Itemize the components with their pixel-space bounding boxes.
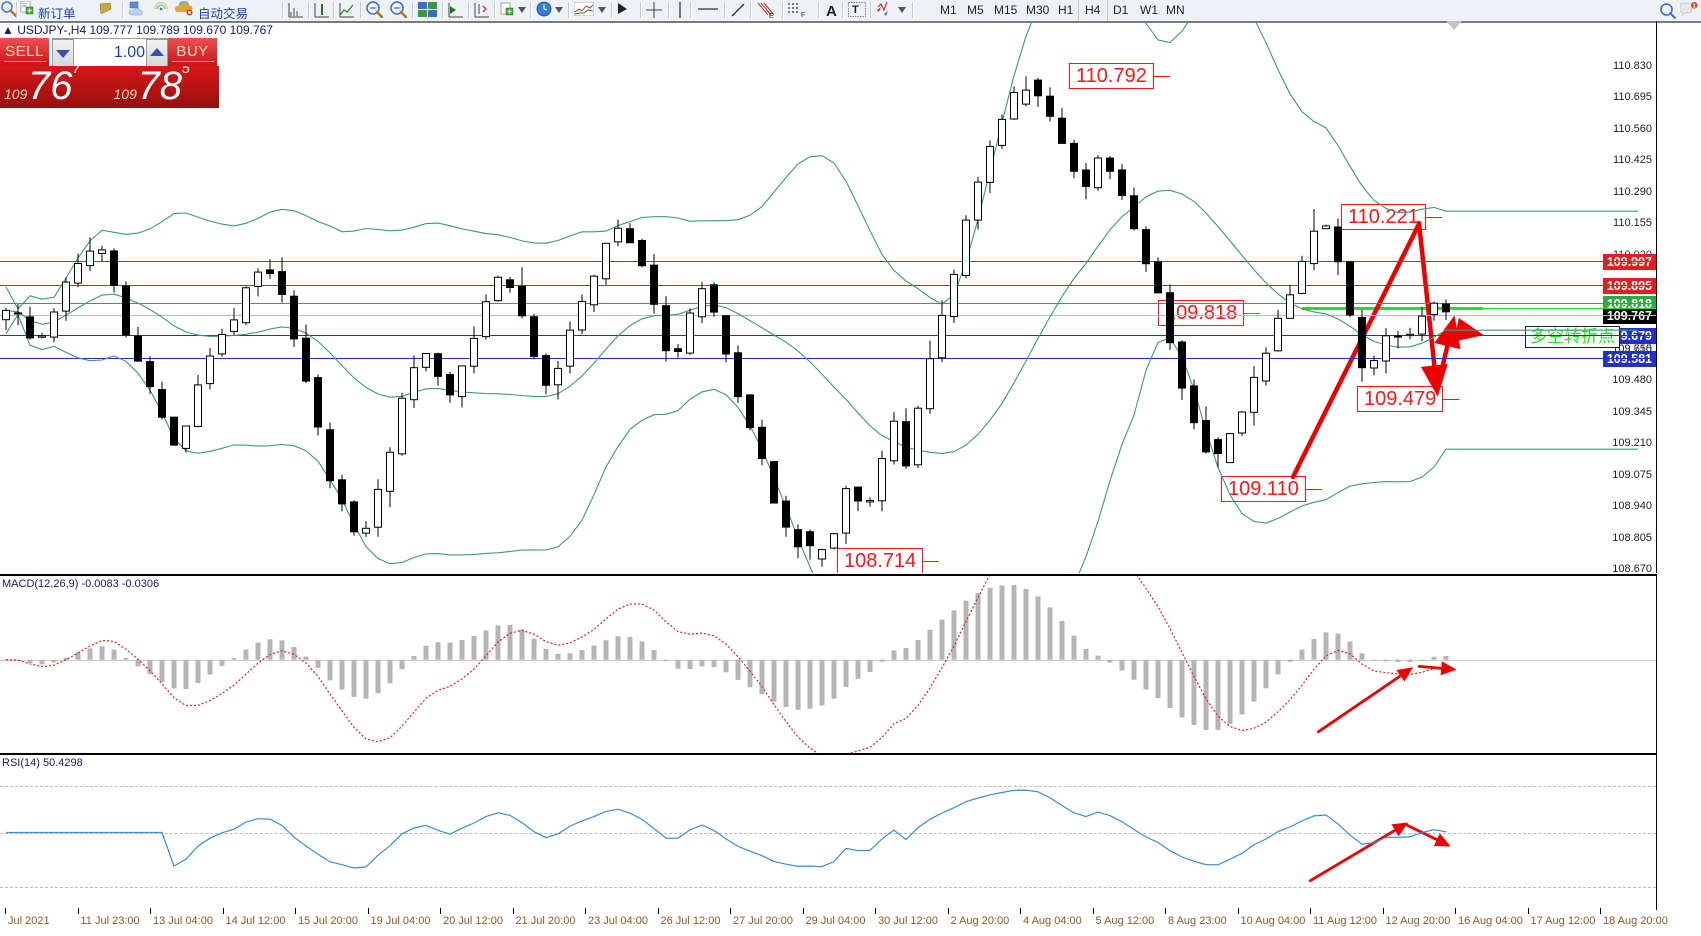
svg-text:1: 1 <box>1693 4 1696 10</box>
svg-text:E: E <box>769 13 774 18</box>
svg-text:T: T <box>852 4 859 16</box>
svg-text:F: F <box>801 12 805 17</box>
